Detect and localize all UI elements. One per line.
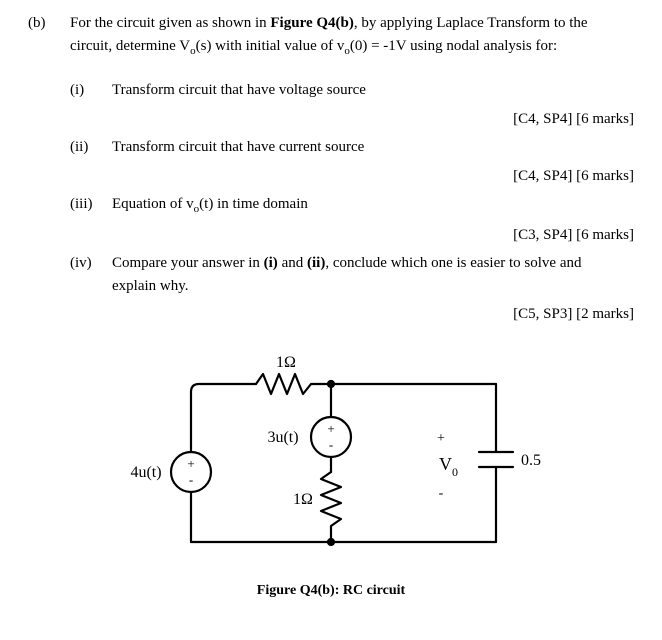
- item-iv-c: and: [278, 255, 307, 271]
- item-iv-b: (i): [264, 255, 278, 271]
- v2-label: 3u(t): [267, 429, 298, 446]
- item-iv-line2: explain why.: [112, 278, 189, 294]
- item-iv-marks: [C5, SP3] [2 marks]: [70, 303, 634, 326]
- circuit-diagram: + - + - 1Ω 4u(t) 3u(t) 1Ω + V0 - 0.5F: [121, 342, 541, 572]
- v2-minus: -: [329, 437, 333, 452]
- r1-label: 1Ω: [276, 354, 296, 371]
- v1-label: 4u(t): [130, 464, 161, 481]
- item-i-text: Transform circuit that have voltage sour…: [112, 79, 634, 102]
- intro-text-1: For the circuit given as shown in: [70, 15, 270, 31]
- item-iv-text: Compare your answer in (i) and (ii), con…: [112, 252, 634, 297]
- item-ii-num: (ii): [70, 136, 112, 159]
- item-i: (i) Transform circuit that have voltage …: [70, 79, 634, 102]
- intro-content: For the circuit given as shown in Figure…: [70, 12, 634, 59]
- figure-area: + - + - 1Ω 4u(t) 3u(t) 1Ω + V0 - 0.5F Fi…: [28, 342, 634, 601]
- item-iii-post: (t) in time domain: [199, 196, 308, 212]
- item-iii: (iii) Equation of vo(t) in time domain: [70, 193, 634, 218]
- figure-caption: Figure Q4(b): RC circuit: [257, 580, 405, 601]
- item-iii-text: Equation of vo(t) in time domain: [112, 193, 634, 218]
- part-label: (b): [28, 12, 70, 59]
- item-iii-num: (iii): [70, 193, 112, 218]
- vo-minus: -: [439, 486, 444, 501]
- cap-label: 0.5F: [521, 452, 541, 469]
- vo-label: V0: [439, 454, 458, 479]
- item-iii-marks: [C3, SP4] [6 marks]: [70, 224, 634, 247]
- v2-plus: +: [327, 421, 334, 436]
- intro-text-2a: circuit, determine V: [70, 38, 190, 54]
- item-iv-num: (iv): [70, 252, 112, 297]
- intro-text-2b: (s) with initial value of v: [196, 38, 345, 54]
- intro-text-2c: (0) = -1V using nodal analysis for:: [350, 38, 557, 54]
- intro-figref: Figure Q4(b): [270, 15, 353, 31]
- r2-label: 1Ω: [293, 491, 313, 508]
- item-ii: (ii) Transform circuit that have current…: [70, 136, 634, 159]
- item-i-num: (i): [70, 79, 112, 102]
- item-iv-d: (ii): [307, 255, 325, 271]
- item-ii-marks: [C4, SP4] [6 marks]: [70, 165, 634, 188]
- v1-minus: -: [189, 472, 193, 487]
- item-iv-a: Compare your answer in: [112, 255, 264, 271]
- item-iii-pre: Equation of v: [112, 196, 194, 212]
- item-i-marks: [C4, SP4] [6 marks]: [70, 108, 634, 131]
- item-ii-text: Transform circuit that have current sour…: [112, 136, 634, 159]
- item-iv: (iv) Compare your answer in (i) and (ii)…: [70, 252, 634, 297]
- vo-plus: +: [437, 431, 445, 446]
- question-intro: (b) For the circuit given as shown in Fi…: [28, 12, 634, 59]
- v1-plus: +: [187, 456, 194, 471]
- item-iv-e: , conclude which one is easier to solve …: [325, 255, 581, 271]
- intro-text-1b: , by applying Laplace Transform to the: [354, 15, 588, 31]
